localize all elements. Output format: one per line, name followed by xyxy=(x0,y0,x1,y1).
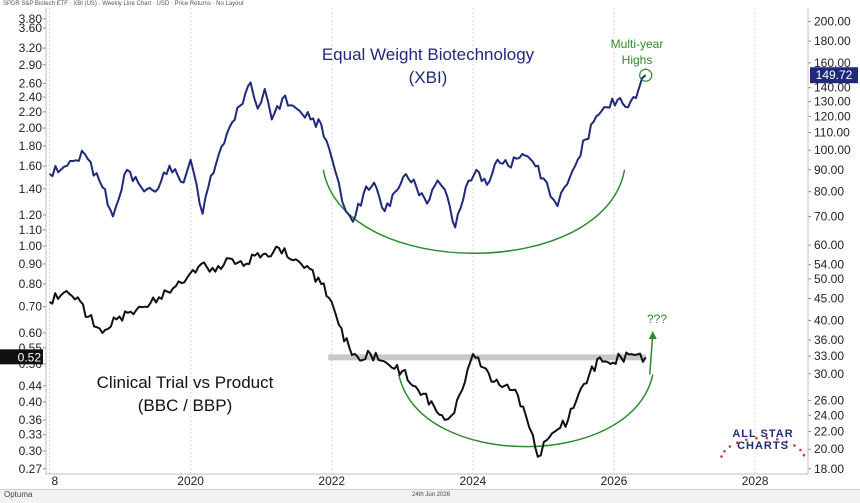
xbi-price-line xyxy=(48,74,647,229)
logo-line-2: CHARTS xyxy=(737,440,789,452)
right-tick-label: 120.00 xyxy=(814,109,851,123)
right-tick-label: 200.00 xyxy=(814,14,851,28)
xbi-rounding-arc xyxy=(322,169,626,254)
logo-star xyxy=(799,448,802,452)
left-tick-label: 1.80 xyxy=(19,139,43,153)
resistance-line xyxy=(328,354,646,361)
ratio-last-value-label: 0.52 xyxy=(18,350,42,364)
date-label: 24th Jun 2026 xyxy=(412,492,451,498)
right-tick-label: 30.00 xyxy=(814,367,844,381)
x-tick-label: 2024 xyxy=(460,474,487,488)
right-tick-label: 140.00 xyxy=(814,81,851,95)
left-tick-label: 3.60 xyxy=(19,21,43,35)
logo-line-1: ALL STAR xyxy=(732,428,794,440)
logo-star xyxy=(723,449,726,453)
right-tick-label: 22.00 xyxy=(814,424,844,438)
right-tick-label: 26.00 xyxy=(814,393,844,407)
right-tick-label: 90.00 xyxy=(814,163,844,177)
left-tick-label: 0.40 xyxy=(19,395,43,409)
left-tick-label: 3.20 xyxy=(19,41,43,55)
x-gridlines xyxy=(49,8,756,474)
right-tick-label: 33.00 xyxy=(814,349,844,363)
left-tick-label: 1.20 xyxy=(19,208,43,222)
left-tick-label: 0.27 xyxy=(19,462,43,476)
left-tick-label: 1.60 xyxy=(19,159,43,173)
resistance-band xyxy=(328,354,646,361)
rounding-bottom-arcs xyxy=(322,169,654,448)
right-tick-label: 180.00 xyxy=(814,34,851,48)
series-lines xyxy=(48,74,647,458)
annotation-marks xyxy=(639,68,806,458)
x-tick-label: 2026 xyxy=(601,474,628,488)
ratio-title: Clinical Trial vs Product (BBC / BBP) xyxy=(96,373,274,415)
logo-star xyxy=(755,436,758,440)
left-tick-label: 2.60 xyxy=(19,76,43,90)
left-tick-label: 2.20 xyxy=(19,105,43,119)
left-tick-label: 2.90 xyxy=(19,58,43,72)
ratio-line xyxy=(48,245,647,458)
right-tick-label: 18.00 xyxy=(814,462,844,476)
date-bar xyxy=(0,489,860,503)
right-tick-label: 40.00 xyxy=(814,313,844,327)
left-tick-label: 0.90 xyxy=(19,257,43,271)
xbi-title: Equal Weight Biotechnology (XBI) xyxy=(321,45,535,87)
multi-year-highs-annotation: Multi-year Highs xyxy=(610,37,664,68)
left-tick-label: 2.00 xyxy=(19,121,43,135)
left-tick-label: 2.40 xyxy=(19,90,43,104)
left-tick-label: 0.80 xyxy=(19,277,43,291)
right-tick-label: 54.00 xyxy=(814,258,844,272)
right-tick-label: 20.00 xyxy=(814,442,844,456)
breakout-arrow-shaft xyxy=(649,332,654,375)
x-axis: 8 2020 2022 2024 2026 2028 xyxy=(52,474,769,488)
logo-star xyxy=(745,438,748,442)
left-tick-label: 0.30 xyxy=(19,444,43,458)
logo-star xyxy=(775,438,779,441)
x-tick-label: 2020 xyxy=(177,474,204,488)
logo-star xyxy=(765,436,769,440)
left-tick-label: 1.00 xyxy=(19,239,43,253)
right-tick-label: 100.00 xyxy=(814,143,851,157)
ratio-rounding-arc xyxy=(398,374,654,448)
left-tick-label: 3.80 xyxy=(19,12,43,26)
left-y-axis: 3.803.60 3.20 2.90 2.602.402.20 2.00 1.80 1.60… xyxy=(0,12,46,476)
right-tick-label: 110.00 xyxy=(814,125,850,139)
right-tick-label: 60.00 xyxy=(814,238,844,252)
left-tick-label: 0.60 xyxy=(19,326,43,340)
right-tick-label: 160.00 xyxy=(814,56,851,70)
xbi-last-value-flag xyxy=(810,67,858,84)
logo-star xyxy=(793,444,796,447)
left-tick-label: 0.70 xyxy=(19,300,43,314)
logo-star xyxy=(728,445,732,448)
multi-year-high-circle xyxy=(639,68,653,82)
left-tick-label: 0.44 xyxy=(19,379,43,393)
optuma-brand: Optuma xyxy=(4,490,33,499)
x-tick-label: 2022 xyxy=(318,474,345,488)
right-tick-label: 130.00 xyxy=(814,94,851,108)
left-tick-label: 0.36 xyxy=(19,413,43,427)
logo-star xyxy=(720,455,723,458)
logo-star xyxy=(802,453,806,457)
left-tick-label: 1.40 xyxy=(19,182,43,196)
right-tick-label: 24.00 xyxy=(814,408,844,422)
chart-header-text: SPDR S&P Biotech ETF · XBI (US) · Weekly… xyxy=(3,1,244,7)
logo-star xyxy=(735,441,739,444)
breakout-arrow-head xyxy=(648,330,657,339)
x-tick-label: 2028 xyxy=(742,474,769,488)
xbi-last-value-label: 149.72 xyxy=(816,68,853,82)
left-tick-label: 1.10 xyxy=(19,223,43,237)
right-tick-label: 50.00 xyxy=(814,272,844,286)
right-tick-label: 80.00 xyxy=(814,185,844,199)
all-star-charts-logo: ALL STAR CHARTS xyxy=(728,428,798,452)
right-tick-label: 45.00 xyxy=(814,292,844,306)
ratio-last-value-flag xyxy=(0,349,43,365)
question-marks-annotation: ??? xyxy=(646,312,668,326)
right-tick-label: 70.00 xyxy=(814,209,844,223)
right-tick-label: 36.00 xyxy=(814,333,844,347)
logo-star xyxy=(785,440,788,444)
left-tick-label: 0.33 xyxy=(19,428,43,442)
x-tick-label: 8 xyxy=(52,474,59,488)
